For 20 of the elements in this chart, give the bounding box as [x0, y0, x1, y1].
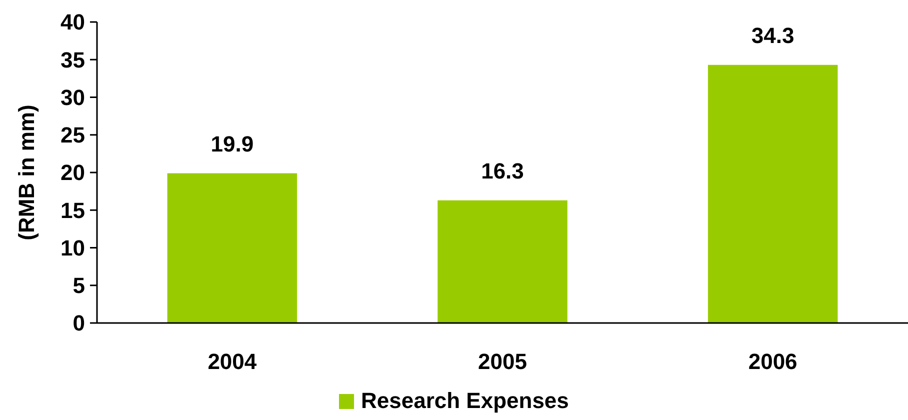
bar [167, 173, 298, 323]
legend-label: Research Expenses [361, 388, 569, 413]
y-tick-label: 25 [60, 122, 85, 148]
y-axis-title: (RMB in mm) [14, 104, 39, 240]
bar [438, 200, 568, 323]
y-tick-label: 0 [72, 310, 85, 336]
x-tick-label: 2006 [748, 349, 798, 374]
y-tick-label: 5 [72, 273, 85, 298]
y-tick-label: 10 [60, 235, 85, 260]
y-tick-label: 35 [60, 47, 85, 72]
x-tick-label: 2004 [208, 349, 258, 374]
y-tick-label: 40 [60, 10, 85, 35]
data-label: 19.9 [210, 131, 254, 156]
y-tick-label: 20 [60, 160, 85, 186]
bar [708, 64, 838, 323]
y-tick-label: 15 [60, 198, 85, 223]
data-label: 16.3 [481, 158, 524, 184]
data-label: 34.3 [751, 22, 794, 48]
x-tick-label: 2005 [478, 349, 527, 374]
y-tick-label: 30 [60, 84, 85, 110]
